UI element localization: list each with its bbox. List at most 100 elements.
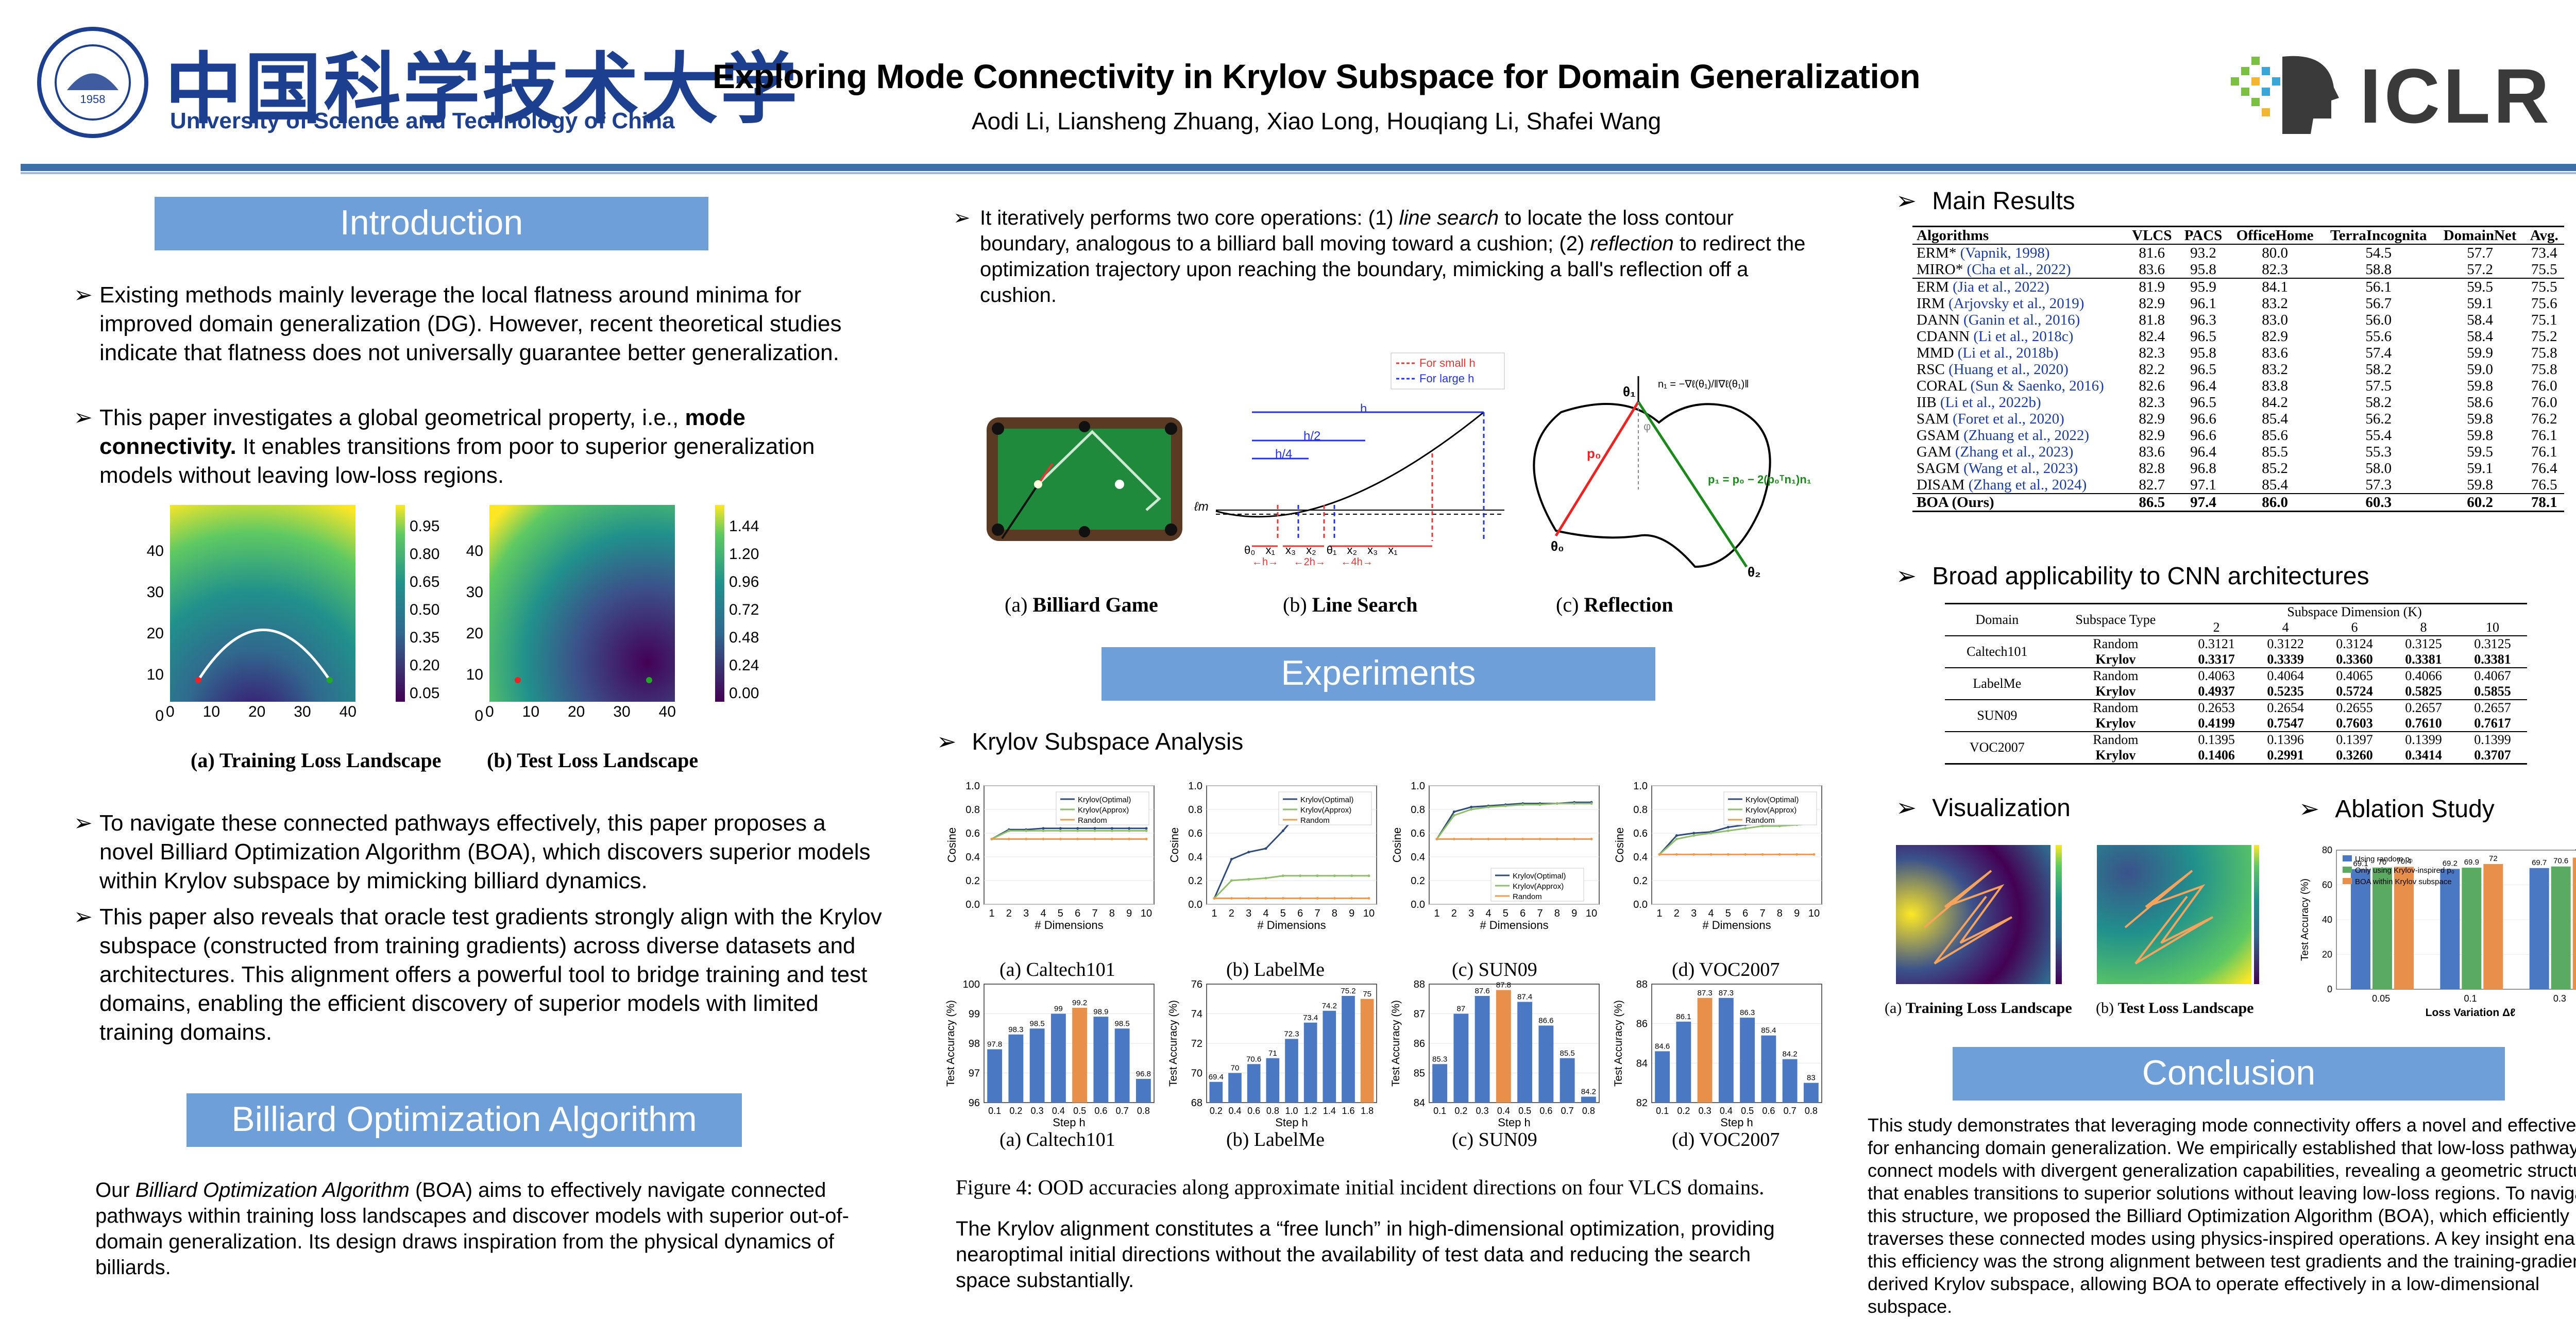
data-point [1658,853,1661,856]
x-tick-label: 0.8 [1805,1106,1818,1116]
data-point [1059,829,1062,832]
bar [1008,1034,1024,1103]
x-tick-label: 0.5 [1518,1106,1531,1116]
bar [1050,1013,1066,1103]
x-tick-label: 6 [1742,908,1748,919]
end-point [327,677,333,683]
bar-value-label: 70 [1231,1064,1240,1073]
bar-value-label: 87.3 [1719,989,1734,997]
bar [1323,1010,1336,1103]
x-axis-label: # Dimensions [1035,919,1103,932]
data-point [1726,826,1730,828]
legend-label: Random [1745,816,1775,825]
bar [2483,864,2503,989]
data-point [1316,897,1319,900]
y-tick-label: 0.0 [965,899,980,910]
data-point [1128,827,1131,830]
table-row: IIB (Li et al., 2022b) 82.3 96.5 84.2 58.2 58… [1917,394,2557,411]
cnn-heading: ➢ Broad applicability to CNN architecture… [1896,563,2369,590]
reflection-caption: (c) Reflection [1556,593,1673,616]
ablation-heading: ➢ Ablation Study [2299,796,2495,823]
x-tick-label: 6 [1297,908,1303,919]
x-tick-label: 1.0 [1285,1106,1298,1116]
data-point [1247,851,1250,854]
ustc-name-en: University of Science and Technology of … [170,108,675,133]
bar [1475,996,1490,1103]
colorbar-b-labels: 1.44 1.20 0.96 0.72 0.48 0.24 0.00 [729,518,759,702]
arrow-bullet-icon: ➢ [74,405,93,430]
arrow-bullet-icon: ➢ [74,904,93,929]
table-row: Krylov 0.3317 0.3339 0.3360 0.3381 0.3381 [2095,652,2511,667]
y-tick-label: 0.8 [1188,804,1202,816]
legend-label: Krylov(Approx) [1078,806,1129,815]
reflection-theta1: θ₁ [1623,384,1636,399]
x-tick-label: 0.1 [1433,1106,1446,1116]
legend-label: Krylov(Approx) [1300,806,1351,815]
x-axis-label: Step h [1498,1116,1531,1129]
table-row: MIRO* (Cha et al., 2022) 83.6 95.8 82.3 58.8… [1917,261,2557,278]
y-tick-label: 0.4 [1633,852,1648,863]
x-tick-label: 5 [1725,908,1731,919]
bar-value-label: 86.6 [1538,1017,1553,1025]
bar [2462,868,2482,989]
y-tick-label: 86 [1414,1038,1425,1050]
bar [1360,999,1374,1103]
bar-value-label: 83 [1807,1074,1816,1083]
main-results-heading: ➢ Main Results [1896,188,2075,215]
billiard-game-figure [987,417,1182,541]
data-point [1590,802,1593,805]
table-row: BOA (Ours) 86.5 97.4 86.0 60.3 60.2 78.1 [1912,493,2564,512]
bar-value-label: 84.2 [1581,1088,1596,1096]
y-axis-label: Cosine [1613,827,1626,863]
data-point [1726,829,1730,832]
data-point [1538,803,1541,806]
data-point [1264,847,1267,850]
series-line-krylovapprox [1436,803,1591,840]
x-tick-label: 0.5 [1741,1106,1754,1116]
y-tick-label: 86 [1636,1019,1648,1030]
x-tick-label: 2 [1451,908,1457,919]
y-axis-label: Test Accuracy (%) [1613,1000,1624,1087]
reflection-p0: p₀ [1587,446,1601,461]
data-point [1470,808,1473,811]
data-point [1247,897,1250,900]
bar [1676,1021,1691,1103]
x-tick-label: 0.5 [1073,1106,1086,1116]
x-tick-label: 7 [1314,908,1320,919]
table-row: SUN09 Random 0.2653 0.2654 0.2655 0.2657 0.265… [1945,699,2527,732]
bar-value-label: 87.3 [1698,989,1713,997]
acc-caption-c: (c) SUN09 [1452,1129,1537,1151]
data-point [1521,803,1524,806]
x-tick-label: 5 [1280,908,1286,919]
bar-value-label: 71 [1268,1049,1277,1058]
x-axis-label: Step h [1275,1116,1308,1129]
legend-label: Only using Krylov-inspired p₀ [2355,866,2454,875]
x-tick-label: 0.8 [1582,1106,1595,1116]
line-search-legend: For small h For large h [1419,357,1476,385]
visualization-heading: ➢ Visualization [1896,794,2071,822]
data-point [1145,838,1148,840]
data-point [990,838,993,840]
bar-value-label: 70.6 [1246,1055,1261,1063]
data-point [1452,814,1455,817]
x-axis-label: Step h [1720,1116,1753,1129]
data-point [1213,897,1216,900]
x-tick-label: 0.7 [1561,1106,1574,1116]
bar-value-label: 73.4 [1303,1013,1318,1022]
legend-swatch [2343,878,2352,884]
y-tick-label: 0.6 [1188,828,1202,839]
reflection-phi: φ [1643,420,1651,433]
x-tick-label: 10 [1363,908,1375,919]
x-tick-label: 0.7 [1116,1106,1129,1116]
bar [2394,867,2414,989]
data-point [1299,897,1302,900]
x-tick-label: 3 [1691,908,1697,919]
data-point [1059,827,1062,830]
data-point [1761,824,1764,827]
bar [2440,869,2460,989]
x-tick-label: 1 [1211,908,1217,919]
line-search-h-label: h [1360,402,1367,416]
data-point [1709,832,1713,835]
data-point [1007,829,1010,832]
data-point [1076,827,1079,830]
